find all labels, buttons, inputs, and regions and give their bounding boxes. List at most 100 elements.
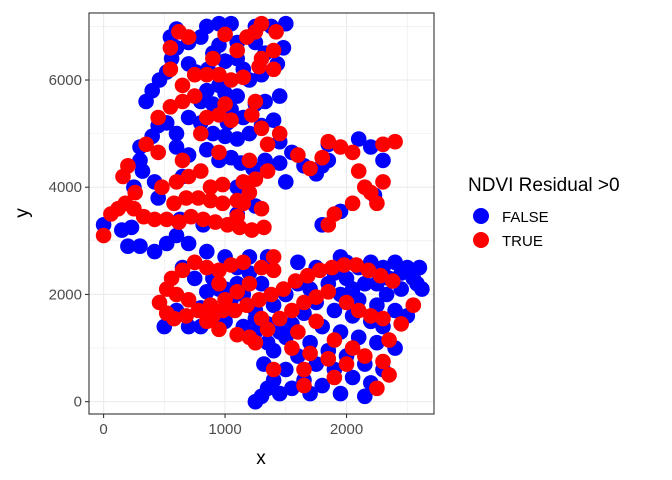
point-true [263, 286, 280, 303]
point-true [150, 109, 166, 126]
point-true [241, 152, 258, 169]
point-true [168, 286, 185, 303]
point-true [299, 267, 316, 284]
point-true [253, 259, 270, 276]
point-false [290, 254, 306, 271]
point-true [95, 227, 112, 244]
point-false [278, 361, 294, 378]
point-true [244, 222, 260, 238]
point-true [384, 273, 401, 289]
point-true [251, 292, 267, 308]
legend: NDVI Residual >0 FALSE TRUE [468, 175, 620, 250]
point-false [259, 334, 276, 351]
point-true [229, 326, 245, 343]
point-true [199, 259, 215, 276]
point-true [314, 149, 331, 166]
point-true [195, 211, 211, 228]
point-true [320, 133, 337, 150]
y-tick-label: 2000 [49, 286, 82, 303]
point-false [247, 393, 264, 410]
point-false [146, 243, 163, 260]
point-true [326, 332, 343, 348]
point-true [284, 302, 300, 319]
point-true [229, 208, 245, 225]
legend-title: NDVI Residual >0 [468, 175, 620, 196]
point-true [162, 99, 179, 115]
point-false [387, 302, 403, 319]
point-true [193, 125, 209, 142]
point-false [271, 88, 288, 104]
point-true [265, 249, 282, 265]
point-false [120, 238, 136, 254]
point-false [332, 385, 349, 402]
point-false [217, 128, 233, 145]
point-false [278, 174, 294, 190]
point-true [375, 310, 391, 327]
y-tick-label: 0 [74, 394, 82, 411]
point-true [259, 163, 276, 179]
point-true [320, 284, 337, 300]
point-true [227, 302, 243, 319]
point-true [180, 292, 197, 308]
point-false [302, 334, 318, 351]
point-true [214, 176, 231, 193]
point-false [409, 275, 425, 292]
point-true [202, 192, 219, 209]
x-axis-title: x [256, 448, 266, 469]
point-true [256, 219, 272, 236]
axes: 0 1000 2000 0 2000 4000 6000 [49, 72, 364, 438]
point-true [326, 369, 343, 386]
point-true [205, 308, 221, 324]
point-true [369, 195, 385, 212]
point-true [363, 308, 379, 324]
point-true [199, 109, 215, 126]
x-tick-label: 2000 [330, 421, 363, 438]
point-true [271, 125, 288, 142]
point-true [338, 294, 355, 311]
point-true [178, 308, 194, 324]
point-true [259, 136, 276, 153]
point-true [229, 284, 245, 300]
point-true [308, 313, 325, 330]
point-true [244, 107, 260, 123]
point-true [290, 147, 306, 163]
point-true [138, 136, 154, 153]
point-true [253, 120, 270, 137]
point-false [357, 388, 373, 405]
point-true [265, 61, 282, 78]
point-true [360, 262, 377, 279]
point-true [302, 160, 318, 177]
point-true [235, 69, 252, 86]
point-true [253, 15, 270, 32]
point-true [296, 361, 312, 378]
point-true [211, 321, 227, 338]
point-true [290, 324, 306, 340]
point-true [312, 262, 328, 279]
point-false [186, 270, 203, 287]
point-true [217, 96, 233, 112]
point-true [190, 190, 207, 206]
point-true [158, 211, 175, 228]
point-false [205, 125, 221, 142]
point-true [186, 88, 203, 104]
point-true [324, 259, 340, 276]
point-true [223, 72, 239, 88]
point-true [217, 26, 233, 43]
point-true [178, 190, 194, 206]
panel-border [88, 12, 435, 415]
point-false [199, 284, 215, 300]
point-true [287, 273, 304, 289]
point-true [372, 267, 389, 284]
y-tick-label: 4000 [49, 179, 82, 196]
point-true [344, 340, 361, 356]
point-true [180, 29, 197, 45]
point-false [271, 385, 288, 402]
point-false [326, 302, 343, 319]
point-true [190, 302, 207, 319]
point-false [271, 324, 288, 340]
point-true [180, 168, 197, 185]
point-false [132, 152, 148, 169]
y-axis-title: y [12, 208, 33, 218]
point-true [205, 50, 221, 67]
